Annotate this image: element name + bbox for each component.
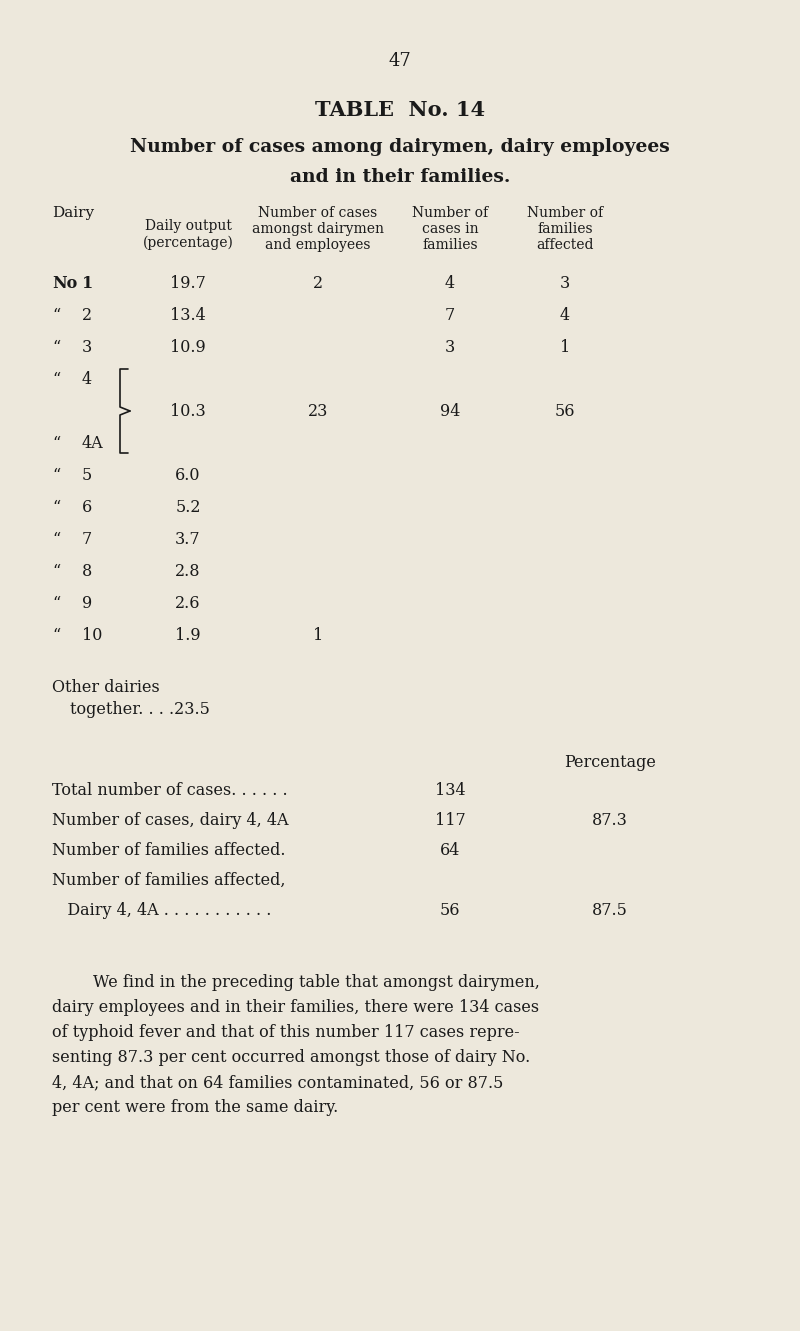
Text: 10: 10 xyxy=(82,627,102,643)
Text: 6: 6 xyxy=(82,499,92,515)
Text: 87.3: 87.3 xyxy=(592,812,628,829)
Text: “: “ xyxy=(52,563,60,579)
Text: 3: 3 xyxy=(82,338,92,355)
Text: 2.8: 2.8 xyxy=(175,563,201,579)
Text: 4: 4 xyxy=(445,274,455,291)
Text: Total number of cases. . . . . .: Total number of cases. . . . . . xyxy=(52,783,288,799)
Text: Number of
families
affected: Number of families affected xyxy=(527,206,603,253)
Text: 1.9: 1.9 xyxy=(175,627,201,643)
Text: Number of cases: Number of cases xyxy=(258,206,378,220)
Text: 94: 94 xyxy=(440,402,460,419)
Text: 1: 1 xyxy=(313,627,323,643)
Text: dairy employees and in their families, there were 134 cases: dairy employees and in their families, t… xyxy=(52,1000,539,1016)
Text: 3: 3 xyxy=(445,338,455,355)
Text: 10.9: 10.9 xyxy=(170,338,206,355)
Text: 3: 3 xyxy=(560,274,570,291)
Text: “: “ xyxy=(52,466,60,483)
Text: 4A: 4A xyxy=(82,434,104,451)
Text: 8: 8 xyxy=(82,563,92,579)
Text: 87.5: 87.5 xyxy=(592,902,628,918)
Text: 117: 117 xyxy=(434,812,466,829)
Text: Number of cases among dairymen, dairy employees: Number of cases among dairymen, dairy em… xyxy=(130,138,670,156)
Text: 5.2: 5.2 xyxy=(175,499,201,515)
Text: “: “ xyxy=(52,499,60,515)
Text: Percentage: Percentage xyxy=(564,753,656,771)
Text: Dairy 4, 4A . . . . . . . . . . .: Dairy 4, 4A . . . . . . . . . . . xyxy=(52,902,271,918)
Text: 10.3: 10.3 xyxy=(170,402,206,419)
Text: Number of cases, dairy 4, 4A: Number of cases, dairy 4, 4A xyxy=(52,812,289,829)
Text: Number of
cases in
families: Number of cases in families xyxy=(412,206,488,253)
Text: 134: 134 xyxy=(434,783,466,799)
Text: Number of families affected,: Number of families affected, xyxy=(52,872,286,889)
Text: TABLE  No. 14: TABLE No. 14 xyxy=(315,100,485,120)
Text: No: No xyxy=(52,274,78,291)
Text: and in their families.: and in their families. xyxy=(290,168,510,186)
Text: 7: 7 xyxy=(445,306,455,323)
Text: “: “ xyxy=(52,306,60,323)
Text: We find in the preceding table that amongst dairymen,: We find in the preceding table that amon… xyxy=(52,974,540,992)
Text: 47: 47 xyxy=(389,52,411,71)
Text: per cent were from the same dairy.: per cent were from the same dairy. xyxy=(52,1099,338,1115)
Text: 1: 1 xyxy=(82,274,94,291)
Text: “: “ xyxy=(52,370,60,387)
Text: “: “ xyxy=(52,531,60,547)
Text: senting 87.3 per cent occurred amongst those of dairy No.: senting 87.3 per cent occurred amongst t… xyxy=(52,1049,530,1066)
Text: “: “ xyxy=(52,627,60,643)
Text: 9: 9 xyxy=(82,595,92,611)
Text: amongst dairymen
and employees: amongst dairymen and employees xyxy=(252,222,384,252)
Text: 2: 2 xyxy=(313,274,323,291)
Text: “: “ xyxy=(52,595,60,611)
Text: 23: 23 xyxy=(308,402,328,419)
Text: Daily output
(percentage): Daily output (percentage) xyxy=(142,220,234,250)
Text: 2.6: 2.6 xyxy=(175,595,201,611)
Text: “: “ xyxy=(52,434,60,451)
Text: Number of families affected.: Number of families affected. xyxy=(52,843,286,858)
Text: 1: 1 xyxy=(560,338,570,355)
Text: 19.7: 19.7 xyxy=(170,274,206,291)
Text: 2: 2 xyxy=(82,306,92,323)
Text: Dairy: Dairy xyxy=(52,206,94,220)
Text: 13.4: 13.4 xyxy=(170,306,206,323)
Text: 3.7: 3.7 xyxy=(175,531,201,547)
Text: 7: 7 xyxy=(82,531,92,547)
Text: together. . . .23.5: together. . . .23.5 xyxy=(70,701,210,717)
Text: 56: 56 xyxy=(440,902,460,918)
Text: 4: 4 xyxy=(82,370,92,387)
Text: 64: 64 xyxy=(440,843,460,858)
Text: “: “ xyxy=(52,338,60,355)
Text: 4: 4 xyxy=(560,306,570,323)
Text: 6.0: 6.0 xyxy=(175,466,201,483)
Text: 4, 4A; and that on 64 families contaminated, 56 or 87.5: 4, 4A; and that on 64 families contamina… xyxy=(52,1074,503,1091)
Text: 56: 56 xyxy=(554,402,575,419)
Text: Other dairies: Other dairies xyxy=(52,679,160,696)
Text: of typhoid fever and that of this number 117 cases repre-: of typhoid fever and that of this number… xyxy=(52,1024,520,1041)
Text: 5: 5 xyxy=(82,466,92,483)
